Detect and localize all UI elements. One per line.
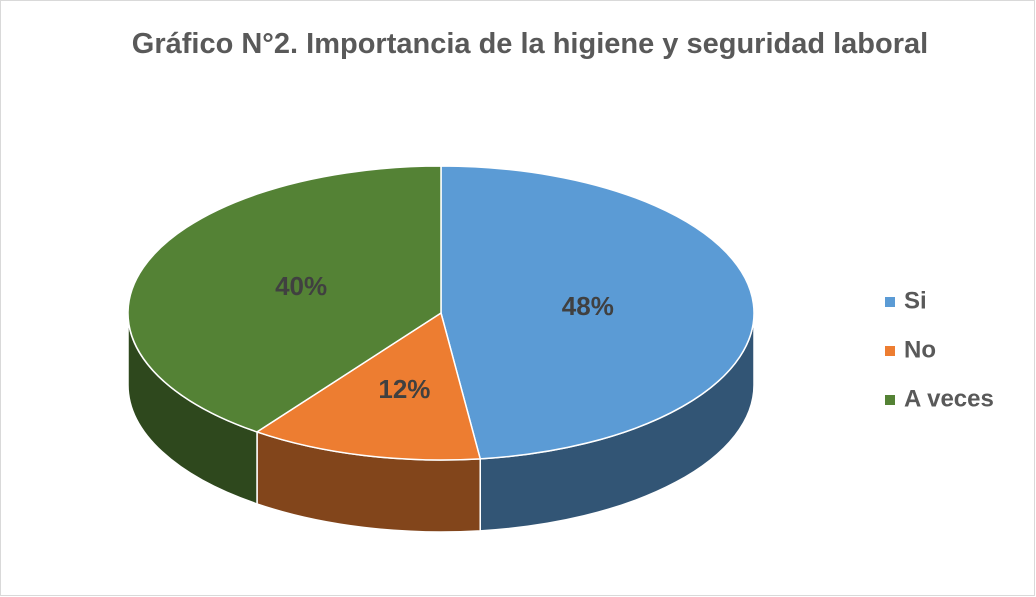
legend-swatch (885, 395, 895, 405)
data-label: 40% (275, 271, 327, 301)
pie-slice (127, 165, 442, 433)
legend-swatch (885, 297, 895, 307)
data-label: 48% (562, 291, 614, 321)
data-label: 12% (378, 374, 430, 404)
legend-label: No (904, 336, 936, 363)
pie-slice (440, 165, 755, 460)
legend-swatch (885, 346, 895, 356)
legend-label: A veces (904, 385, 994, 412)
legend-label: Si (904, 287, 927, 314)
chart-title: Gráfico N°2. Importancia de la higiene y… (131, 28, 929, 60)
pie-slice (255, 311, 482, 461)
